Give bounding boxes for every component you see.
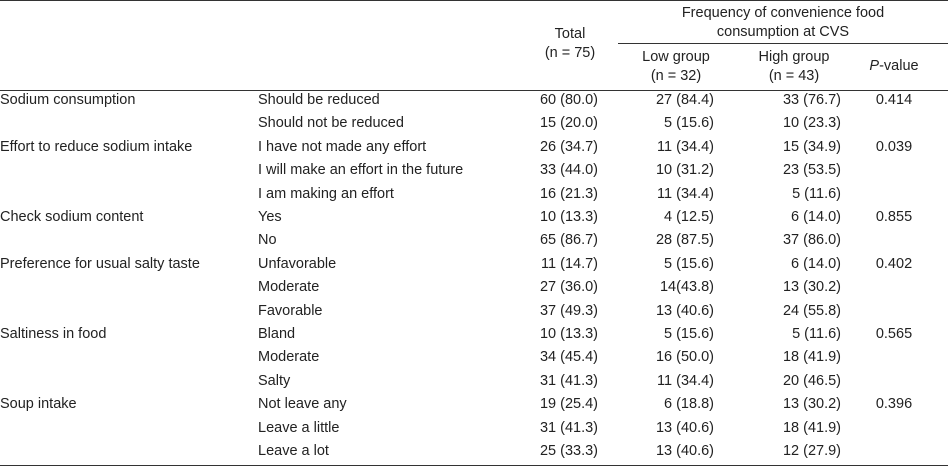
header-total: Total (n = 75) [520, 25, 620, 63]
header-low-n: (n = 32) [650, 68, 702, 84]
header-p-value: P-value [862, 57, 926, 76]
row-p-value: 0.855 [875, 209, 913, 225]
row-variable: Check sodium content [0, 209, 144, 225]
header-low-label: Low group [642, 49, 710, 65]
row-p-value: 0.414 [875, 92, 913, 108]
header-low-group: Low group (n = 32) [626, 48, 726, 86]
row-category: I will make an effort in the future [258, 162, 464, 179]
header-high-label: High group [758, 49, 830, 65]
row-category: Favorable [258, 302, 323, 319]
row-variable: Saltiness in food [0, 326, 107, 342]
header-high-group: High group (n = 43) [744, 48, 844, 86]
row-category: Bland [258, 326, 296, 342]
row-total: 25 (33.3) [539, 443, 598, 459]
row-high-group: 13 (30.2) [782, 279, 841, 296]
header-high-n: (n = 43) [768, 68, 820, 84]
row-high-group: 15 (34.9) [782, 138, 841, 155]
row-low-group: 13 (40.6) [655, 443, 714, 459]
row-category: Unfavorable [258, 255, 337, 272]
header-p-rest: -value [879, 58, 919, 74]
row-p-value: 0.039 [875, 138, 913, 155]
row-p-value: 0.402 [875, 255, 913, 272]
row-category: Moderate [258, 279, 320, 296]
row-p-value: 0.565 [875, 326, 913, 342]
row-low-group: 27 (84.4) [655, 92, 714, 108]
row-total: 10 (13.3) [539, 209, 598, 225]
row-total: 11 (14.7) [541, 255, 598, 272]
row-total: 31 (41.3) [539, 372, 598, 389]
row-low-group: 5 (15.6) [664, 326, 714, 342]
row-low-group: 5 (15.6) [664, 255, 714, 272]
row-total: 31 (41.3) [539, 419, 598, 436]
row-category: Should not be reduced [258, 115, 404, 132]
row-low-group: 4 (12.5) [664, 209, 714, 225]
row-high-group: 23 (53.5) [782, 162, 841, 179]
row-variable: Sodium consumption [0, 92, 136, 108]
row-high-group: 37 (86.0) [782, 232, 841, 249]
row-category: Leave a lot [258, 443, 329, 459]
row-high-group: 20 (46.5) [782, 372, 841, 389]
row-total: 19 (25.4) [539, 396, 598, 413]
header-total-label: Total [554, 26, 586, 42]
row-category: Moderate [258, 349, 320, 366]
header-group-title-line1: Frequency of convenience food [681, 5, 885, 21]
row-variable: Soup intake [0, 396, 77, 413]
row-low-group: 11 (34.4) [657, 372, 714, 389]
row-low-group: 11 (34.4) [657, 185, 714, 202]
row-category: I am making an effort [258, 185, 394, 202]
row-high-group: 5 (11.6) [792, 326, 841, 342]
row-high-group: 33 (76.7) [782, 92, 841, 108]
header-group-title-line2: consumption at CVS [716, 24, 850, 40]
table-top-rule [0, 0, 948, 1]
row-total: 34 (45.4) [539, 349, 598, 366]
row-low-group: 28 (87.5) [655, 232, 714, 249]
row-total: 33 (44.0) [539, 162, 598, 179]
row-high-group: 24 (55.8) [782, 302, 841, 319]
row-high-group: 6 (14.0) [791, 255, 841, 272]
row-low-group: 13 (40.6) [655, 302, 714, 319]
row-total: 65 (86.7) [539, 232, 598, 249]
group-header-rule [618, 43, 948, 44]
row-high-group: 18 (41.9) [782, 419, 841, 436]
row-high-group: 12 (27.9) [782, 443, 841, 459]
row-category: Salty [258, 372, 291, 389]
row-high-group: 5 (11.6) [792, 185, 841, 202]
row-variable: Preference for usual salty taste [0, 255, 200, 272]
row-low-group: 16 (50.0) [655, 349, 714, 366]
header-bottom-rule [0, 90, 948, 91]
row-low-group: 6 (18.8) [664, 396, 714, 413]
row-low-group: 5 (15.6) [664, 115, 714, 132]
row-low-group: 10 (31.2) [655, 162, 714, 179]
row-total: 37 (49.3) [539, 302, 598, 319]
row-low-group: 14(43.8) [659, 279, 714, 296]
row-high-group: 10 (23.3) [782, 115, 841, 132]
row-low-group: 11 (34.4) [657, 138, 714, 155]
header-p-italic: P [869, 58, 880, 74]
row-total: 27 (36.0) [539, 279, 598, 296]
row-total: 26 (34.7) [539, 138, 598, 155]
row-total: 16 (21.3) [539, 185, 598, 202]
row-category: Should be reduced [258, 92, 380, 108]
row-category: Not leave any [258, 396, 347, 413]
row-high-group: 6 (14.0) [791, 209, 841, 225]
row-low-group: 13 (40.6) [655, 419, 714, 436]
row-total: 60 (80.0) [539, 92, 598, 108]
row-category: No [258, 232, 277, 249]
row-category: Leave a little [258, 419, 340, 436]
row-high-group: 13 (30.2) [782, 396, 841, 413]
row-variable: Effort to reduce sodium intake [0, 138, 193, 155]
row-p-value: 0.396 [875, 396, 913, 413]
row-total: 10 (13.3) [539, 326, 598, 342]
row-high-group: 18 (41.9) [782, 349, 841, 366]
row-category: Yes [258, 209, 282, 225]
header-group-title: Frequency of convenience food consumptio… [618, 4, 948, 42]
row-category: I have not made any effort [258, 138, 427, 155]
row-total: 15 (20.0) [539, 115, 598, 132]
header-total-n: (n = 75) [544, 45, 596, 61]
